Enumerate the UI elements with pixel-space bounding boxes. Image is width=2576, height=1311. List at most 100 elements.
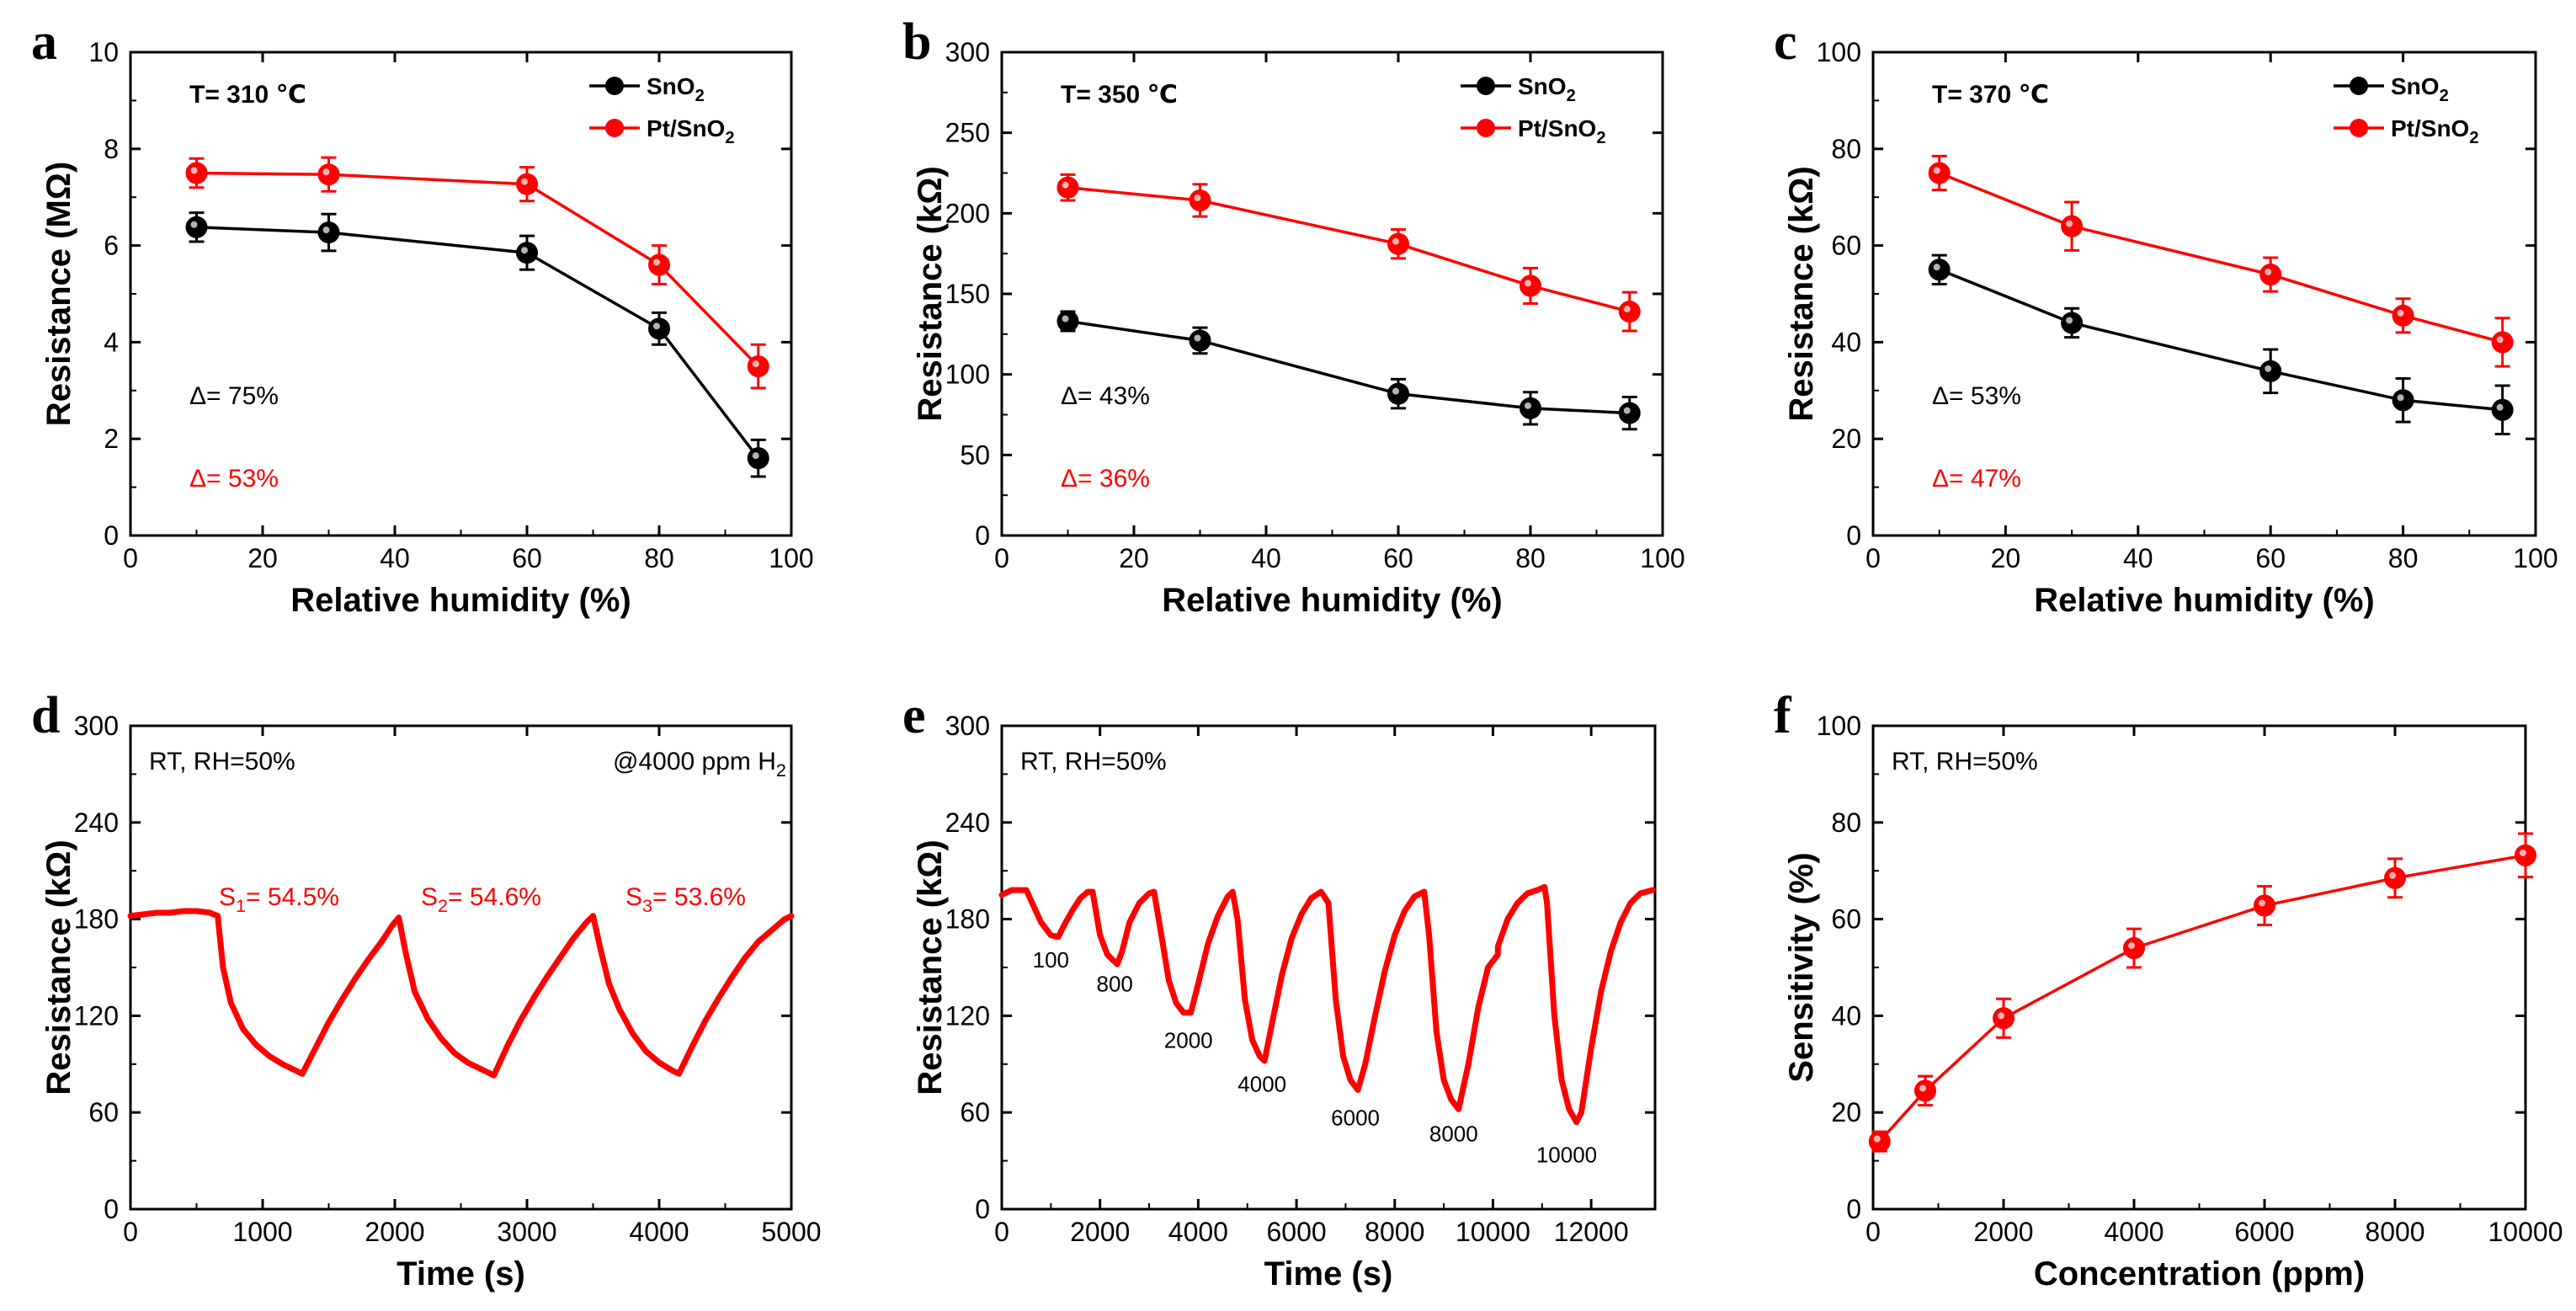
x-tick-label: 80 <box>2388 543 2419 573</box>
data-point <box>648 253 670 276</box>
data-point <box>2392 389 2414 412</box>
x-tick-label: 5000 <box>761 1217 821 1247</box>
y-tick-label: 250 <box>945 118 990 148</box>
y-tick-label: 8 <box>104 134 119 164</box>
y-axis-label: Resistance (kΩ) <box>912 839 949 1095</box>
data-point-highlight <box>2265 365 2272 372</box>
y-tick-label: 2 <box>104 424 119 454</box>
x-tick-label: 4000 <box>2104 1217 2164 1247</box>
legend-label: SnO2 <box>2391 73 2449 105</box>
data-point-highlight <box>1933 167 1940 174</box>
legend-label: Pt/SnO2 <box>1518 115 1606 147</box>
data-point-highlight <box>1623 407 1631 414</box>
y-axis-label: Resistance (MΩ) <box>40 162 77 426</box>
legend-marker <box>2350 119 2368 137</box>
data-point-highlight <box>1392 237 1399 245</box>
y-tick-label: 6 <box>104 231 119 261</box>
plot-frame <box>1871 724 2527 1211</box>
data-point <box>1387 382 1409 405</box>
x-tick-label: 8000 <box>1365 1217 1424 1247</box>
delta-annotation: Δ= 47% <box>1932 465 2021 493</box>
y-tick-label: 40 <box>1831 327 1861 357</box>
x-tick-label: 100 <box>769 543 813 573</box>
data-point <box>2491 331 2514 354</box>
data-point-highlight <box>2496 403 2504 411</box>
y-tick-label: 120 <box>74 1000 119 1031</box>
series-pt-sno2: Pt/SnO2 <box>1056 115 1641 333</box>
x-tick-label: 8000 <box>2365 1217 2424 1247</box>
x-tick-label: 0 <box>994 1217 1009 1247</box>
x-tick-label: 40 <box>1251 543 1281 573</box>
legend-label: Pt/SnO2 <box>647 115 735 147</box>
y-tick-label: 4 <box>104 327 119 357</box>
y-tick-label: 240 <box>74 807 119 838</box>
y-tick-label: 180 <box>945 904 990 935</box>
y-tick-label: 180 <box>74 904 119 935</box>
data-point <box>2061 312 2084 334</box>
x-tick-label: 10000 <box>2488 1217 2563 1247</box>
y-tick-label: 0 <box>104 520 119 551</box>
x-tick-label: 60 <box>1383 543 1413 573</box>
series-line <box>1878 854 2526 1143</box>
y-tick-label: 40 <box>1831 1000 1861 1031</box>
concentration-label: 800 <box>1097 972 1133 997</box>
series-pt-sno2: Pt/SnO2 <box>1928 115 2514 368</box>
delta-annotation: Δ= 75% <box>189 382 279 410</box>
data-point <box>2123 937 2145 960</box>
series-line <box>1939 268 2503 412</box>
data-point <box>2515 844 2536 866</box>
x-tick-label: 60 <box>512 543 542 573</box>
data-point-highlight <box>2066 317 2073 324</box>
data-point-highlight <box>752 360 759 368</box>
plot-frame <box>129 724 793 1211</box>
x-tick-label: 2000 <box>1070 1217 1130 1247</box>
y-tick-label: 120 <box>945 1000 990 1031</box>
response-curve <box>998 883 1656 1126</box>
data-point-highlight <box>1062 315 1069 322</box>
x-tick-label: 80 <box>1515 543 1546 573</box>
curve-line <box>127 908 795 1079</box>
panel-label-a: a <box>31 13 57 71</box>
panel-label-c: c <box>1774 13 1797 71</box>
x-tick-label: 0 <box>123 1217 138 1247</box>
x-tick-label: 60 <box>2255 543 2286 573</box>
legend-marker <box>605 119 624 137</box>
data-point-highlight <box>2066 220 2073 227</box>
data-point <box>2491 398 2514 421</box>
data-point-highlight <box>1392 387 1399 395</box>
x-tick-label: 12000 <box>1554 1217 1629 1247</box>
condition-label: T= 350 ℃ <box>1061 81 1178 109</box>
legend-label: Pt/SnO2 <box>2391 115 2479 147</box>
y-tick-label: 0 <box>104 1194 119 1224</box>
data-point <box>1618 301 1641 323</box>
y-tick-label: 20 <box>1831 1097 1861 1127</box>
data-point <box>2061 215 2084 237</box>
condition-label: RT, RH=50% <box>1020 748 1167 775</box>
x-tick-label: 80 <box>644 543 674 573</box>
condition-label: RT, RH=50% <box>149 748 295 775</box>
y-tick-label: 300 <box>945 711 990 741</box>
x-axis-label: Concentration (ppm) <box>2034 1255 2365 1292</box>
concentration-label: 8000 <box>1429 1122 1478 1147</box>
concentration-label: 2000 <box>1164 1028 1213 1053</box>
concentration-label: 6000 <box>1331 1106 1380 1131</box>
data-point-highlight <box>1194 195 1201 202</box>
x-tick-label: 2000 <box>1973 1217 2033 1247</box>
data-point <box>1914 1079 1936 1102</box>
chart-panel-b: b 0 20 40 60 80 100 0 50 100 150 200 250 300 Relative … <box>902 13 1685 619</box>
series-line <box>196 226 760 460</box>
data-point <box>1618 402 1641 424</box>
data-point <box>1520 274 1541 297</box>
data-point-highlight <box>1933 264 1940 271</box>
series-sno2: SnO2 <box>1056 73 1641 431</box>
data-point <box>648 317 670 340</box>
y-tick-label: 0 <box>975 1194 990 1224</box>
data-point-highlight <box>2496 336 2504 344</box>
series-line <box>1067 319 1630 415</box>
x-tick-label: 6000 <box>1266 1217 1326 1247</box>
data-point <box>2259 264 2282 286</box>
data-point <box>185 216 208 238</box>
y-tick-label: 60 <box>1831 904 1861 935</box>
series-sno2: SnO2 <box>1928 73 2514 435</box>
